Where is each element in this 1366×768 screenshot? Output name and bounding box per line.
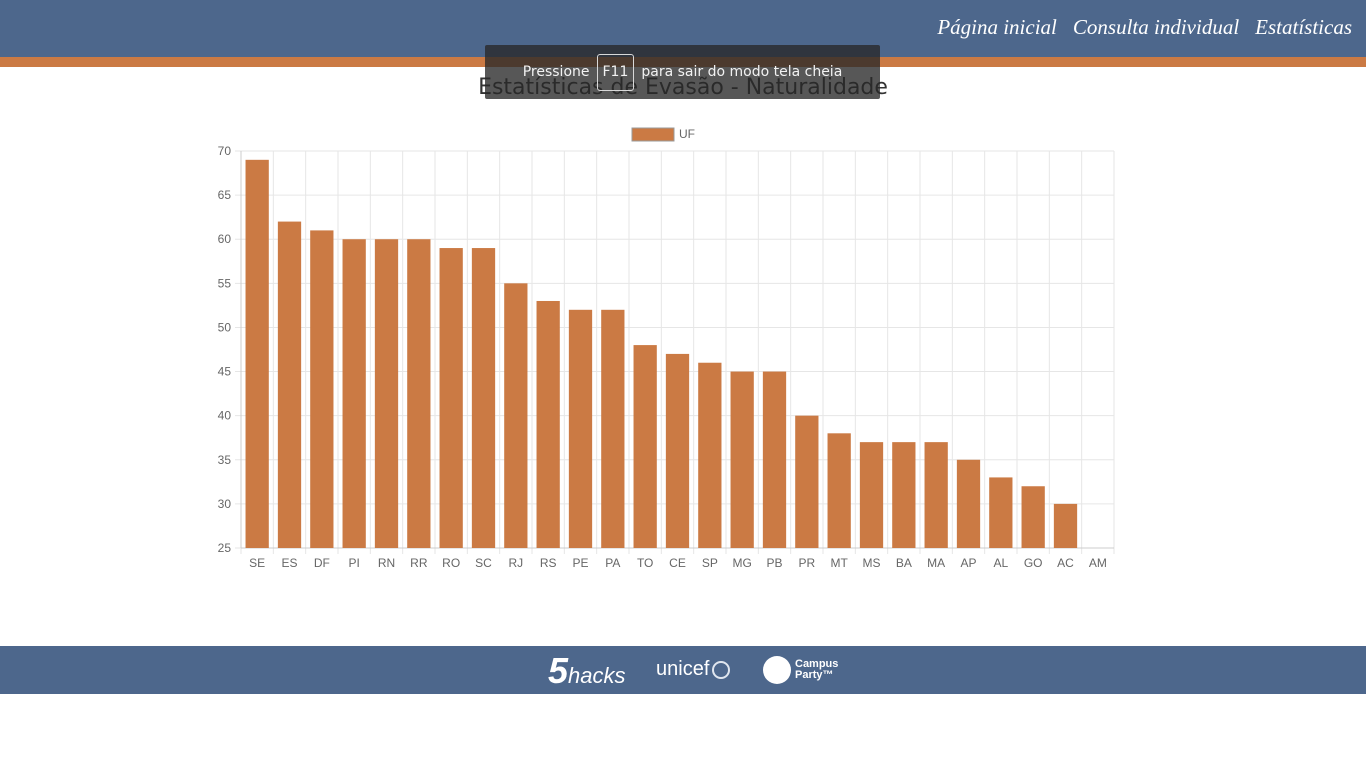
- x-tick-label: PB: [766, 556, 782, 570]
- bar-pa: [601, 309, 625, 548]
- y-tick-label: 25: [218, 541, 232, 555]
- bar-ap: [956, 459, 981, 548]
- bar-chart: 25 30 35 40 45 50 55 60 65 70 SE ES DF PI RN RR RO SC RJ RS…: [218, 127, 1115, 570]
- logo-5hacks-number: 5: [548, 650, 569, 691]
- campus-party-icon: [763, 656, 791, 684]
- x-tick-label: AL: [993, 556, 1008, 570]
- x-tick-label: PR: [798, 556, 815, 570]
- x-tick-label: SC: [475, 556, 492, 570]
- nav-links: Página inicial Consulta individual Estat…: [937, 15, 1352, 40]
- x-tick-label: DF: [314, 556, 330, 570]
- bar-mg: [730, 371, 754, 548]
- x-tick-label: AC: [1057, 556, 1074, 570]
- bar-pb: [762, 371, 787, 548]
- bar-rn: [374, 239, 399, 548]
- y-tick-label: 70: [218, 144, 232, 158]
- bar-to: [633, 345, 657, 548]
- bar-ac: [1053, 503, 1078, 548]
- bar-al: [989, 477, 1013, 548]
- logo-cp-line2: Party™: [795, 669, 834, 681]
- x-tick-label: AM: [1089, 556, 1107, 570]
- nav-link-home[interactable]: Página inicial: [937, 15, 1057, 39]
- bar-ms: [859, 442, 884, 548]
- y-tick-label: 30: [218, 497, 232, 511]
- logo-campus-party: Campus Party™: [763, 656, 838, 684]
- legend-swatch: [631, 127, 675, 142]
- bar-ro: [439, 248, 463, 549]
- nav-link-individual[interactable]: Consulta individual: [1072, 15, 1240, 39]
- x-tick-label: PA: [605, 556, 620, 570]
- x-tick-label: RN: [378, 556, 395, 570]
- bar-se: [245, 159, 269, 549]
- x-tick-label: SP: [702, 556, 718, 570]
- x-tick-label: MG: [732, 556, 751, 570]
- x-tick-label: CE: [669, 556, 686, 570]
- x-tick-label: TO: [637, 556, 653, 570]
- bar-es: [277, 221, 302, 549]
- fullscreen-toast: Pressione F11 para sair do modo tela che…: [485, 45, 880, 99]
- x-tick-label: RR: [410, 556, 428, 570]
- legend-label: UF: [679, 127, 695, 141]
- bar-sc: [471, 248, 496, 549]
- bar-ma: [924, 442, 948, 548]
- y-tick-label: 55: [218, 276, 232, 290]
- bar-ce: [665, 353, 690, 548]
- x-tick-label: MS: [863, 556, 881, 570]
- x-tick-label: PE: [572, 556, 588, 570]
- bar-pe: [568, 309, 593, 548]
- y-tick-label: 40: [218, 409, 232, 423]
- logo-5hacks: 5hacks: [548, 650, 626, 692]
- bar-pi: [342, 239, 366, 548]
- x-tick-label: GO: [1024, 556, 1043, 570]
- bar-mt: [827, 433, 851, 548]
- bar-pr: [795, 415, 819, 548]
- logo-5hacks-word: hacks: [568, 663, 626, 688]
- toast-text-after: para sair do modo tela cheia: [641, 64, 843, 80]
- logo-unicef-word: unicef: [656, 658, 710, 680]
- x-tick-label: RO: [442, 556, 460, 570]
- y-tick-label: 35: [218, 453, 232, 467]
- bar-rr: [407, 239, 431, 548]
- x-tick-label: RS: [540, 556, 557, 570]
- logo-cp-line1: Campus: [795, 658, 839, 670]
- x-tick-label: RJ: [508, 556, 523, 570]
- x-tick-label: BA: [896, 556, 912, 570]
- x-tick-label: PI: [348, 556, 359, 570]
- y-tick-label: 65: [218, 188, 232, 202]
- bar-sp: [698, 362, 722, 548]
- x-tick-label: SE: [249, 556, 265, 570]
- globe-icon: [712, 660, 731, 679]
- bar-rs: [536, 300, 560, 548]
- bar-ba: [892, 442, 916, 548]
- logo-unicef: unicef: [656, 658, 731, 681]
- footer: [0, 646, 1366, 694]
- y-tick-label: 45: [218, 365, 232, 379]
- x-tick-label: MT: [831, 556, 849, 570]
- y-tick-label: 60: [218, 232, 232, 246]
- bar-go: [1021, 486, 1045, 548]
- toast-text-before: Pressione: [522, 64, 590, 80]
- x-tick-label: MA: [927, 556, 945, 570]
- bar-rj: [504, 283, 528, 548]
- y-tick-label: 50: [218, 320, 232, 334]
- bar-df: [310, 230, 334, 548]
- x-tick-label: AP: [960, 556, 976, 570]
- x-tick-label: ES: [281, 556, 297, 570]
- nav-link-statistics[interactable]: Estatísticas: [1255, 15, 1352, 39]
- toast-key: F11: [596, 53, 635, 91]
